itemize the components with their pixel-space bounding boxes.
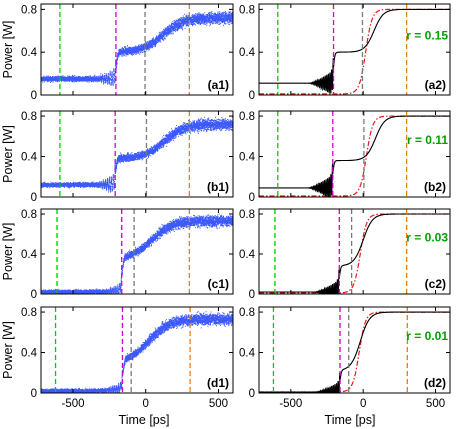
y-axis-label-b1: Power [W] <box>1 125 15 183</box>
plot-area-d1 <box>41 307 233 393</box>
axes-frame-d2 <box>258 306 451 394</box>
xtick-label-d2-1: 0 <box>360 398 366 410</box>
axes-frame-b2 <box>258 110 451 198</box>
panel-label-c1: (c1) <box>208 277 229 291</box>
r-label-c2: r = 0.03 <box>406 231 448 245</box>
scatter-series-d1 <box>41 311 233 393</box>
y-axis-label-a1: Power [W] <box>1 21 15 79</box>
simulation-curve-d2 <box>259 311 450 393</box>
plot-area-a1 <box>41 4 233 95</box>
y-axis-label-d1: Power [W] <box>1 321 15 379</box>
axes-frame-c2 <box>258 208 451 295</box>
ytick-label-a1-2: 0.8 <box>21 4 37 16</box>
ytick-label-c1-0: 0 <box>31 289 37 301</box>
axes-frame-d1 <box>40 306 234 394</box>
ytick-label-b1-2: 0.8 <box>21 111 37 123</box>
axes-frame-c1 <box>40 208 234 295</box>
ytick-label-d1-1: 0.4 <box>21 348 38 360</box>
ytick-label-a1-1: 0.4 <box>21 47 38 59</box>
panel-label-c2: (c2) <box>425 277 446 291</box>
panel-a2: 0 0.4 0.8 (a2) r = 0.15 <box>239 3 451 102</box>
panel-d2: 0 0.4 0.8 -500 0 500 (d2) r = 0.01 <box>239 306 451 410</box>
simulation-curve-c2 <box>259 213 450 294</box>
panel-label-b2: (b2) <box>424 180 446 194</box>
plot-area-d2 <box>259 307 450 393</box>
r-label-b2: r = 0.11 <box>407 133 448 147</box>
panel-d1: 0 0.4 0.8 -500 0 500 (d1) Power [W] <box>1 306 234 410</box>
panel-a1: 0 0.4 0.8 (a1) Power [W] <box>1 3 234 102</box>
simulation-curve-b2 <box>259 115 450 197</box>
scatter-series-c1 <box>41 213 233 294</box>
ytick-label-b2-1: 0.4 <box>239 152 256 164</box>
x-axis-label-left: Time [ps] <box>119 413 170 427</box>
ytick-label-c1-2: 0.8 <box>21 209 37 221</box>
plot-area-c1 <box>41 209 233 294</box>
ytick-label-a1-0: 0 <box>31 90 37 102</box>
plot-area-b1 <box>41 111 233 197</box>
ytick-label-c1-1: 0.4 <box>21 249 38 261</box>
ytick-label-c2-1: 0.4 <box>239 249 256 261</box>
plot-area-c2 <box>259 209 450 294</box>
ytick-label-d2-0: 0 <box>249 388 255 400</box>
y-axis-label-c1: Power [W] <box>1 223 15 281</box>
panel-label-b1: (b1) <box>207 180 229 194</box>
reference-curve-c2 <box>259 213 450 294</box>
xtick-label-d2-0: -500 <box>279 398 302 410</box>
ytick-label-d2-2: 0.8 <box>239 307 255 319</box>
panel-label-a1: (a1) <box>208 78 229 92</box>
ytick-label-c2-0: 0 <box>249 289 255 301</box>
panel-b1: 0 0.4 0.8 (b1) Power [W] <box>1 110 234 204</box>
ytick-label-d2-1: 0.4 <box>239 348 256 360</box>
ytick-label-b1-0: 0 <box>31 192 37 204</box>
panel-label-d1: (d1) <box>207 376 229 390</box>
xtick-label-d1-1: 0 <box>143 398 149 410</box>
x-axis-label-right: Time [ps] <box>325 413 376 427</box>
panel-label-a2: (a2) <box>425 78 446 92</box>
xtick-label-d1-0: -500 <box>61 398 84 410</box>
axes-frame-a2 <box>258 3 451 96</box>
scatter-series-b1 <box>41 116 233 193</box>
plot-area-a2 <box>259 4 450 95</box>
ytick-label-a2-1: 0.4 <box>239 47 256 59</box>
plot-area-b2 <box>259 111 450 197</box>
panel-label-d2: (d2) <box>424 376 446 390</box>
panel-b2: 0 0.4 0.8 (b2) r = 0.11 <box>239 110 451 204</box>
xtick-label-d1-2: 500 <box>209 398 228 410</box>
axes-frame-a1 <box>40 3 234 96</box>
r-label-d2: r = 0.01 <box>406 329 448 343</box>
ytick-label-a2-0: 0 <box>249 90 255 102</box>
ytick-label-a2-2: 0.8 <box>239 4 255 16</box>
xtick-label-d2-2: 500 <box>426 398 445 410</box>
reference-curve-b2 <box>259 115 450 197</box>
ytick-label-c2-2: 0.8 <box>239 209 255 221</box>
ytick-label-b2-0: 0 <box>249 192 255 204</box>
r-label-a2: r = 0.15 <box>406 29 448 43</box>
ytick-label-d1-0: 0 <box>31 388 37 400</box>
axes-frame-b1 <box>40 110 234 198</box>
panel-c2: 0 0.4 0.8 (c2) r = 0.03 <box>239 208 451 301</box>
panel-c1: 0 0.4 0.8 (c1) Power [W] <box>1 208 234 301</box>
ytick-label-b1-1: 0.4 <box>21 152 38 164</box>
ytick-label-d1-2: 0.8 <box>21 307 37 319</box>
reference-curve-d2 <box>259 311 450 393</box>
simulation-curve-a2 <box>259 8 450 94</box>
ytick-label-b2-2: 0.8 <box>239 111 255 123</box>
scatter-series-a1 <box>41 11 233 86</box>
